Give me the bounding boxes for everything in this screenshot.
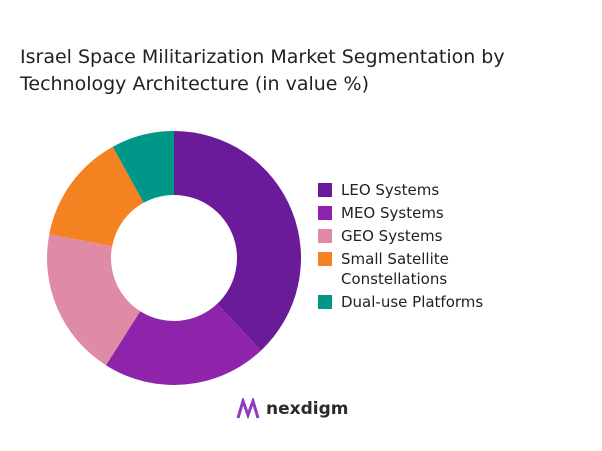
legend-label: GEO Systems — [341, 227, 443, 245]
legend-swatch — [318, 229, 332, 243]
legend-item: Small Satellite Constellations — [318, 249, 531, 289]
legend-swatch — [318, 206, 332, 220]
legend-label: MEO Systems — [341, 204, 444, 222]
brand-name: nexdigm — [266, 399, 349, 419]
legend-item: Dual-use Platforms — [318, 292, 531, 312]
slice-geo-systems — [47, 234, 141, 366]
legend-swatch — [318, 295, 332, 309]
legend-item: MEO Systems — [318, 203, 531, 223]
nexdigm-logo-icon — [236, 398, 260, 420]
legend-swatch — [318, 183, 332, 197]
brand-logo: nexdigm — [236, 398, 348, 420]
legend-item: GEO Systems — [318, 226, 531, 246]
legend-label: LEO Systems — [341, 181, 440, 199]
legend-label: Small Satellite Constellations — [341, 250, 449, 288]
slice-dual-use-platforms — [112, 131, 174, 203]
chart-title: Israel Space Militarization Market Segme… — [20, 46, 505, 95]
legend-item: LEO Systems — [318, 180, 531, 200]
slice-small-satellite-constellations — [49, 146, 144, 247]
legend-label: Dual-use Platforms — [341, 293, 484, 311]
legend-swatch — [318, 252, 332, 266]
slice-leo-systems — [174, 131, 301, 351]
legend: LEO Systems MEO Systems GEO Systems Small S… — [318, 180, 531, 315]
slice-meo-systems — [105, 303, 261, 385]
